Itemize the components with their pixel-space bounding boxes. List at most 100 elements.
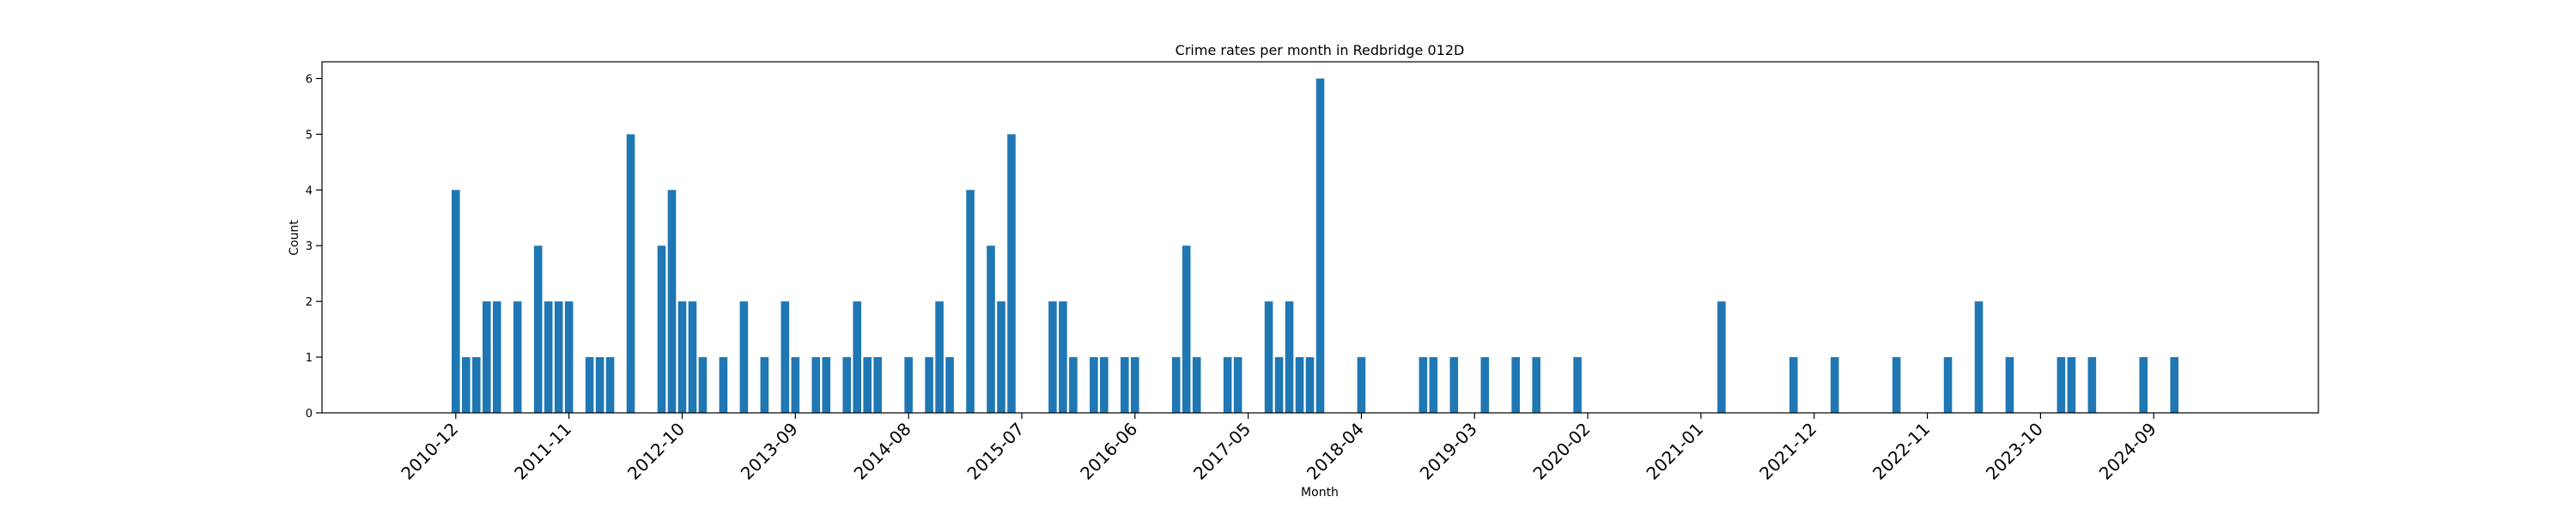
- bar: [1892, 357, 1901, 413]
- y-tick-label: 3: [306, 240, 313, 253]
- x-tick-label: 2013-09: [737, 419, 802, 484]
- bar: [1480, 357, 1490, 413]
- x-tick-label: 2016-06: [1076, 419, 1141, 484]
- bar: [811, 357, 821, 413]
- bar: [1717, 301, 1726, 413]
- bar: [935, 301, 944, 413]
- bar: [1305, 357, 1315, 413]
- bar: [791, 357, 800, 413]
- bar: [1357, 357, 1366, 413]
- bar: [966, 190, 975, 413]
- x-axis: 2010-12 2011-11 2012-10 2013-09 2014-08 2015-…: [397, 413, 2160, 484]
- bar: [1789, 357, 1798, 413]
- bar: [533, 245, 543, 413]
- bar: [1171, 357, 1181, 413]
- bar: [2139, 357, 2148, 413]
- bar: [1315, 78, 1325, 413]
- bar: [2067, 357, 2076, 413]
- bar: [544, 301, 553, 413]
- bar: [585, 357, 594, 413]
- bar: [2087, 357, 2097, 413]
- y-tick-label: 4: [306, 185, 313, 197]
- bar: [1182, 245, 1191, 413]
- x-tick-label: 2018-04: [1303, 419, 1368, 484]
- bar: [873, 357, 882, 413]
- bar: [1264, 301, 1273, 413]
- bar: [698, 357, 708, 413]
- bar: [1069, 357, 1078, 413]
- bar: [452, 190, 460, 413]
- bar: [853, 301, 861, 413]
- bar: [781, 301, 790, 413]
- bar: [1830, 357, 1839, 413]
- x-tick-label: 2022-11: [1868, 419, 1934, 484]
- x-tick-label: 2023-10: [1982, 419, 2047, 484]
- plot-frame: [321, 61, 2319, 414]
- bar: [2057, 357, 2066, 413]
- bar: [760, 357, 769, 413]
- bar: [945, 357, 954, 413]
- bar: [1233, 357, 1242, 413]
- y-tick-label: 1: [306, 352, 313, 365]
- bar: [1295, 357, 1304, 413]
- bar: [1419, 357, 1428, 413]
- bar: [2005, 357, 2014, 413]
- x-tick-label: 2014-08: [850, 419, 915, 484]
- bar: [1943, 357, 1953, 413]
- bar: [677, 301, 687, 413]
- y-axis-label: Count: [288, 220, 301, 256]
- bar: [461, 357, 471, 413]
- x-tick-label: 2017-05: [1189, 419, 1255, 484]
- x-tick-label: 2015-07: [963, 419, 1028, 484]
- bar: [471, 357, 481, 413]
- x-tick-label: 2019-03: [1416, 419, 1481, 484]
- bar: [657, 245, 666, 413]
- bar: [1573, 357, 1582, 413]
- bar: [554, 301, 563, 413]
- bar: [605, 357, 615, 413]
- bar: [1121, 357, 1129, 413]
- x-axis-label: Month: [1301, 486, 1339, 500]
- bar: [1449, 357, 1459, 413]
- bar: [626, 134, 635, 413]
- bar: [719, 357, 728, 413]
- chart-title: Crime rates per month in Redbridge 012D: [1176, 42, 1465, 58]
- bar: [688, 301, 697, 413]
- bar: [482, 301, 491, 413]
- y-axis: 0 1 2 3 4 5 6: [306, 73, 322, 421]
- bar: [1429, 357, 1438, 413]
- bar: [1974, 301, 1984, 413]
- bar: [987, 245, 995, 413]
- bar: [997, 301, 1005, 413]
- bar-series: [452, 78, 2179, 413]
- bar: [822, 357, 831, 413]
- bar: [1532, 357, 1540, 413]
- bar: [492, 301, 501, 413]
- x-tick-label: 2012-10: [623, 419, 689, 484]
- bar: [1048, 301, 1057, 413]
- bar: [1090, 357, 1098, 413]
- bar: [513, 301, 522, 413]
- y-tick-label: 2: [306, 296, 313, 309]
- bar: [1511, 357, 1520, 413]
- x-tick-label: 2020-02: [1529, 419, 1595, 484]
- bar: [1059, 301, 1067, 413]
- bar: [1192, 357, 1201, 413]
- y-tick-label: 5: [306, 129, 313, 142]
- bar: [925, 357, 933, 413]
- bar: [904, 357, 913, 413]
- x-tick-label: 2021-12: [1755, 419, 1820, 484]
- bar: [842, 357, 852, 413]
- bar: [1285, 301, 1294, 413]
- y-tick-label: 6: [306, 73, 313, 86]
- x-tick-label: 2021-01: [1642, 419, 1707, 484]
- bar: [1274, 357, 1284, 413]
- y-tick-label: 0: [306, 408, 313, 421]
- bar: [739, 301, 749, 413]
- x-tick-label: 2011-11: [510, 419, 575, 484]
- bar: [863, 357, 872, 413]
- bar: [667, 190, 677, 413]
- bar: [595, 357, 605, 413]
- x-tick-label: 2010-12: [397, 419, 462, 484]
- bar: [1223, 357, 1232, 413]
